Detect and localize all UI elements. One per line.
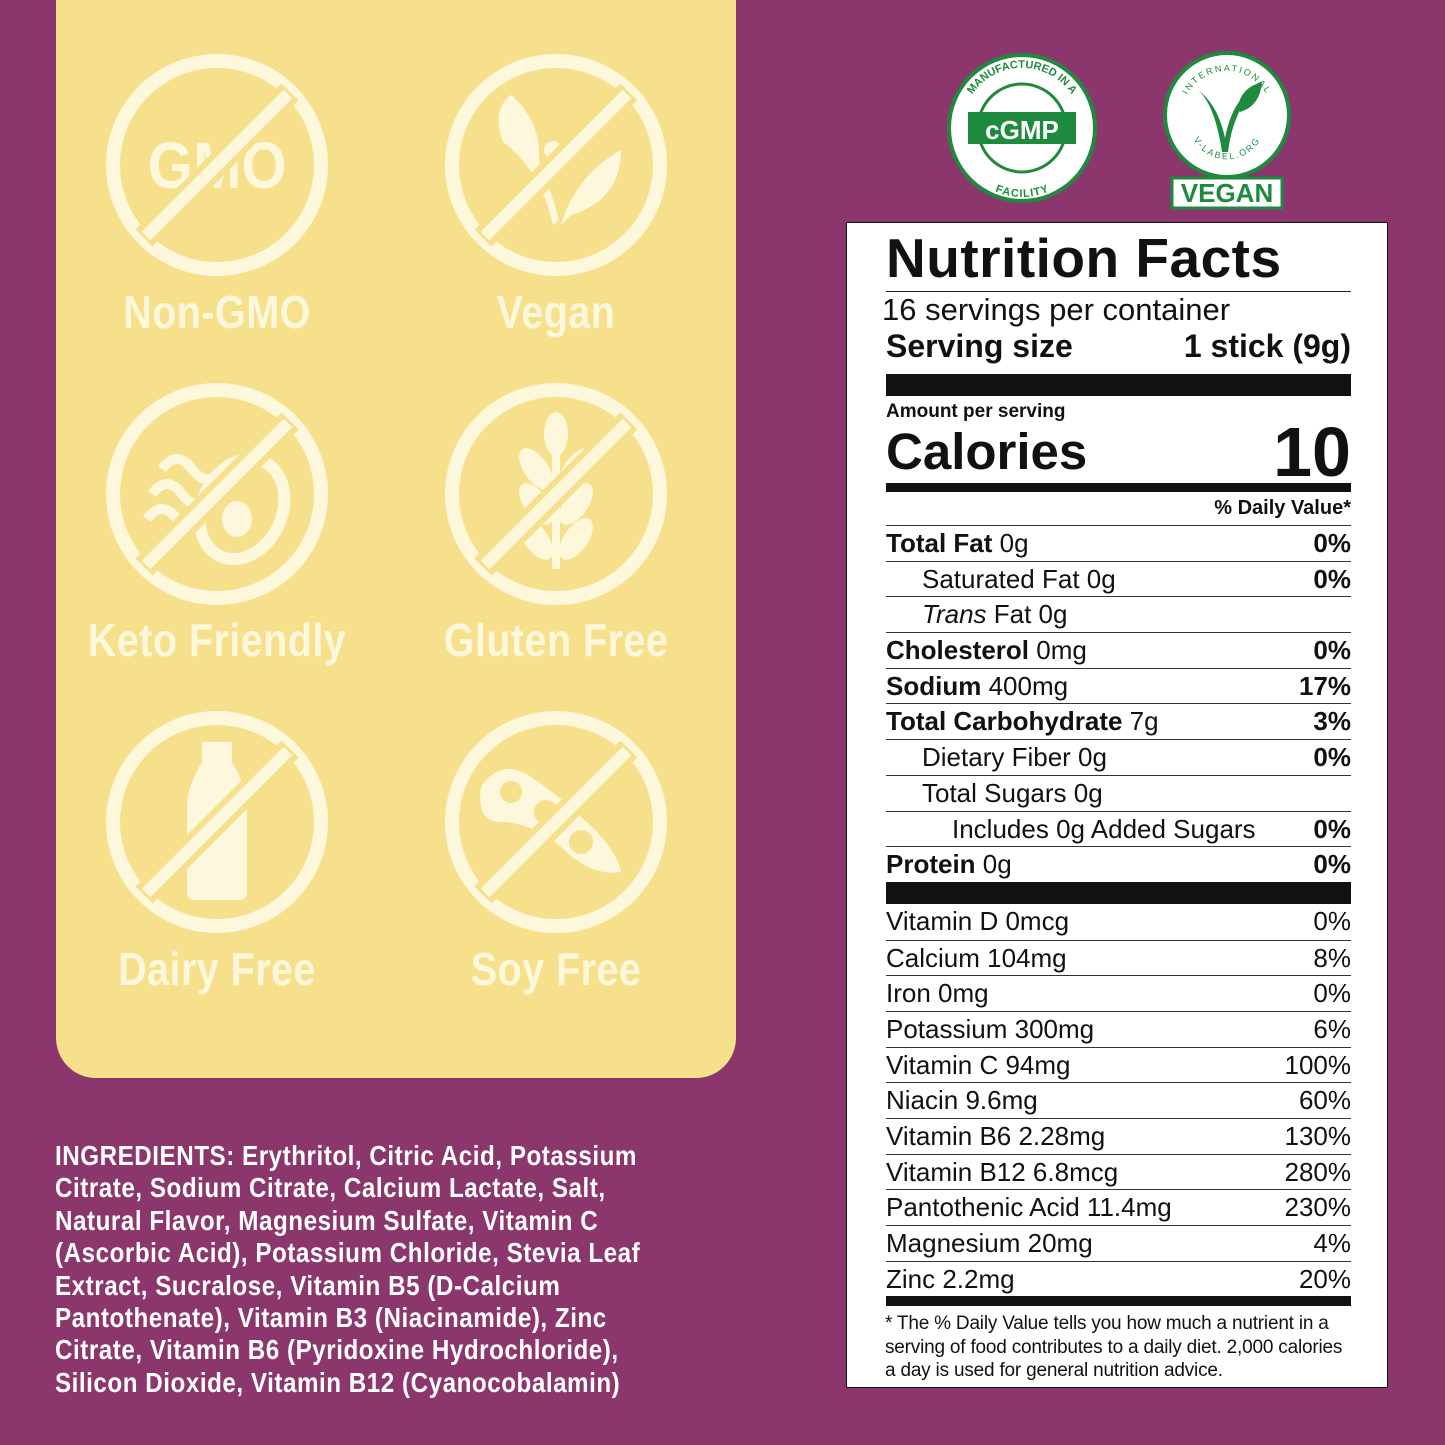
vitamin-row: Vitamin D 0mcg 0% [886, 905, 1351, 936]
keto-icon [106, 383, 328, 605]
vitamin-row: Vitamin B12 6.8mcg 280% [886, 1153, 1351, 1190]
vitamin-row: Calcium 104mg 8% [886, 939, 1351, 976]
vitamin-row: Vitamin C 94mg 100% [886, 1046, 1351, 1083]
vitamin-row: Niacin 9.6mg 60% [886, 1082, 1351, 1118]
claim-label: Dairy Free [118, 943, 316, 995]
non-gmo-icon: GMO [106, 54, 328, 276]
v-label-vegan-badge: INTERNATIONAL V-LABEL.ORG VEGAN [1163, 51, 1291, 210]
vitamin-row: Magnesium 20mg 4% [886, 1225, 1351, 1261]
cgmp-badge: cGMP MANUFACTURED IN A FACILITY [947, 53, 1097, 203]
ingredients-line: Extract, Sucralose, Vitamin B5 (D-Calciu… [55, 1269, 561, 1301]
nutrient-row: Trans Fat 0g [886, 596, 1351, 632]
nutrition-facts-panel: Nutrition Facts 16 servings per containe… [846, 222, 1388, 1388]
gluten-free-icon [445, 383, 667, 605]
vlabel-banner: VEGAN [1181, 178, 1273, 208]
daily-value-header: % Daily Value* [1214, 497, 1351, 519]
vitamin-row: Potassium 300mg 6% [886, 1010, 1351, 1047]
ingredients-line: Silicon Dioxide, Vitamin B12 (Cyanocobal… [55, 1366, 621, 1398]
cgmp-ring-bottom: FACILITY [994, 183, 1051, 200]
nutrient-row: Total Fat 0g 0% [886, 525, 1351, 561]
claim-label: Soy Free [470, 943, 642, 995]
vitamin-row: Pantothenic Acid 11.4mg 230% [886, 1189, 1351, 1225]
nutrient-row: Includes 0g Added Sugars 0% [886, 810, 1351, 847]
servings-per-container: 16 servings per container [882, 292, 1231, 327]
vegan-icon [445, 54, 667, 276]
vitamin-row: Zinc 2.2mg 20% [886, 1260, 1351, 1297]
ingredients-list: INGREDIENTS: Erythritol, Citric Acid, Po… [55, 1140, 671, 1399]
ingredients-line: Citrate, Sodium Citrate, Calcium Lactate… [55, 1172, 606, 1204]
calories: Calories 10 [886, 413, 1351, 491]
ingredients-line: INGREDIENTS: Erythritol, Citric Acid, Po… [55, 1140, 637, 1171]
nutrition-title: Nutrition Facts [886, 227, 1282, 289]
nutrient-row: Sodium 400mg 17% [886, 667, 1351, 704]
ingredients-line: Pantothenate), Vitamin B3 (Niacinamide),… [55, 1302, 607, 1334]
nutrient-row: Cholesterol 0mg 0% [886, 632, 1351, 668]
footnote: * The % Daily Value tells you how much a… [885, 1313, 1343, 1382]
nutrient-row: Saturated Fat 0g 0% [886, 560, 1351, 597]
ingredients-line: Citrate, Vitamin B6 (Pyridoxine Hydrochl… [55, 1334, 619, 1366]
soy-free-icon [445, 711, 667, 933]
nutrient-row: Total Sugars 0g [886, 774, 1351, 811]
serving-size: Serving size 1 stick (9g) [886, 328, 1351, 364]
nutrient-row: Total Carbohydrate 7g 3% [886, 703, 1351, 739]
claim-label: Keto Friendly [87, 614, 347, 666]
dairy-free-icon [106, 711, 328, 933]
nutrient-row: Dietary Fiber 0g 0% [886, 739, 1351, 775]
vitamin-row: Vitamin B6 2.28mg 130% [886, 1118, 1351, 1154]
ingredients-line: Natural Flavor, Magnesium Sulfate, Vitam… [55, 1204, 599, 1236]
ingredients-line: (Ascorbic Acid), Potassium Chloride, Ste… [55, 1237, 641, 1269]
claim-label: Gluten Free [443, 614, 669, 666]
nutrient-row: Protein 0g 0% [886, 846, 1351, 882]
claim-label: Vegan [496, 286, 616, 338]
amount-per-serving: Amount per serving [886, 401, 1066, 422]
claim-label: Non-GMO [123, 286, 311, 338]
vitamin-row: Iron 0mg 0% [886, 975, 1351, 1011]
cgmp-center-text: cGMP [985, 115, 1059, 145]
